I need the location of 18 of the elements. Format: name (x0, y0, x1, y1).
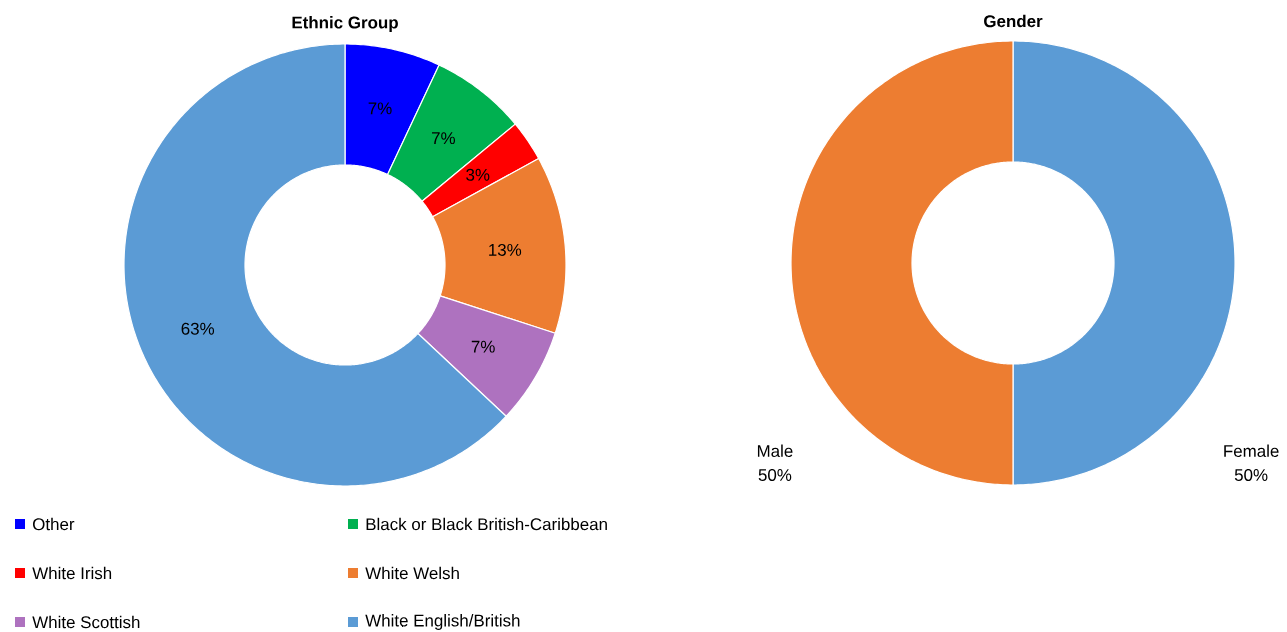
legend-label: White Irish (32, 566, 112, 580)
data-label: 7% (432, 132, 455, 145)
slice-label: Female (1224, 444, 1279, 458)
legend-label: White English/British (365, 614, 520, 630)
legend-label: Other (33, 517, 75, 531)
legend-label: Black or Black British-Caribbean (366, 517, 607, 531)
legend-label: White Welsh (365, 566, 459, 580)
chart-title: Ethnic Group (292, 16, 398, 32)
data-label: 50% (758, 468, 792, 481)
data-label: 3% (466, 168, 490, 181)
data-label: 7% (471, 340, 495, 353)
chart-title: Gender (984, 14, 1043, 28)
data-label: 63% (181, 322, 215, 335)
slice-label: Male (757, 444, 793, 458)
data-label: 7% (368, 102, 392, 115)
data-label: 50% (1234, 468, 1268, 481)
legend-label: White Scottish (32, 615, 140, 629)
data-label: 13% (489, 243, 522, 256)
